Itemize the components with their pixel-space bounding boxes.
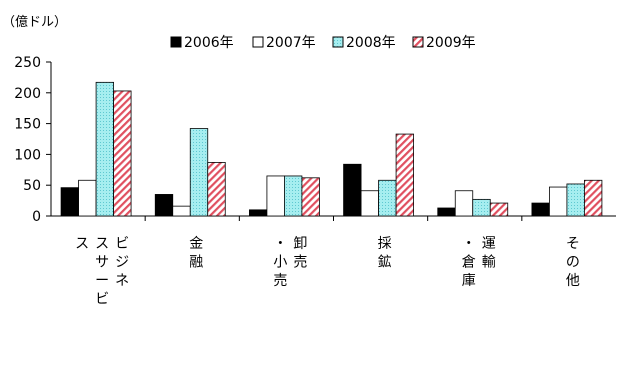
category-label-char: 小 xyxy=(273,255,287,271)
y-tick-label: 200 xyxy=(14,86,41,102)
category-label-char: 売 xyxy=(293,255,307,271)
legend-label-2009年: 2009年 xyxy=(426,35,476,51)
bar-2006年-2 xyxy=(154,194,174,217)
bar-2007年-5 xyxy=(454,190,474,217)
bar-2009年-3 xyxy=(301,177,320,217)
legend-swatch-2008年 xyxy=(332,36,344,48)
bar-2008年-6 xyxy=(566,183,585,217)
bar-2009年-4 xyxy=(395,133,414,217)
category-label-char: ネ xyxy=(115,273,129,289)
bar-2006年-4 xyxy=(343,163,362,217)
y-tick-label: 50 xyxy=(23,178,41,194)
unit-label: （億ドル） xyxy=(2,14,67,30)
bar-2009年-1 xyxy=(113,90,132,217)
category-label-char: 卸 xyxy=(293,236,307,252)
legend-label-2006年: 2006年 xyxy=(184,35,234,51)
category-label-char: 融 xyxy=(189,255,203,271)
legend-label-2008年: 2008年 xyxy=(346,35,396,51)
y-tick-label: 150 xyxy=(14,117,41,133)
category-label-char: ビ xyxy=(115,236,129,252)
category-label-char: ・ xyxy=(273,236,287,252)
legend-swatch-2007年 xyxy=(252,36,264,48)
bar-2008年-1 xyxy=(95,81,114,217)
category-label-char: ー xyxy=(95,273,109,289)
bar-2007年-6 xyxy=(549,186,568,217)
bars xyxy=(60,81,603,217)
bar-2009年-6 xyxy=(584,179,603,217)
category-label-char: 他 xyxy=(566,273,580,289)
bar-2007年-1 xyxy=(78,179,97,217)
category-label-char: ・ xyxy=(462,236,476,252)
y-tick-label: 250 xyxy=(14,55,41,71)
category-label-char: 金 xyxy=(189,236,203,252)
bar-2006年-6 xyxy=(531,202,550,217)
legend-swatch-2009年 xyxy=(412,36,424,48)
category-label-char: 採 xyxy=(378,236,392,252)
bar-2008年-3 xyxy=(284,175,303,217)
bar-2008年-4 xyxy=(378,179,397,217)
category-label-char: ス xyxy=(95,236,109,252)
category-label-char: 輸 xyxy=(482,255,496,271)
category-label-char: 売 xyxy=(273,273,287,289)
category-label-char: サ xyxy=(95,255,109,271)
legend-swatch-2006年 xyxy=(170,36,182,48)
bar-2008年-5 xyxy=(472,198,491,217)
y-tick-label: 0 xyxy=(32,209,41,225)
bar-2009年-2 xyxy=(207,162,226,217)
category-label-char: 運 xyxy=(482,236,496,252)
category-label-char: の xyxy=(566,255,580,271)
category-label-char: 倉 xyxy=(462,255,476,271)
bar-2007年-3 xyxy=(266,175,285,217)
bar-2006年-1 xyxy=(60,187,79,217)
legend-label-2007年: 2007年 xyxy=(266,35,316,51)
legend: 2006年 2007年 2008年 2009年 xyxy=(170,35,476,51)
bar-2006年-3 xyxy=(249,209,268,217)
bar-2007年-4 xyxy=(360,190,379,217)
category-label-char: ジ xyxy=(115,255,129,271)
bar-2006年-5 xyxy=(437,207,456,217)
bar-2007年-2 xyxy=(172,205,191,217)
axes: 0 50 100 150 200 250 xyxy=(14,55,616,225)
category-label-char: ビ xyxy=(95,292,109,308)
category-label-char: ス xyxy=(75,236,89,252)
category-label-char: そ xyxy=(566,236,580,252)
category-label-char: 鉱 xyxy=(378,254,392,271)
y-tick-label: 100 xyxy=(14,147,41,163)
bar-2008年-2 xyxy=(189,128,209,217)
category-label-char: 庫 xyxy=(462,272,476,289)
bar-2009年-5 xyxy=(489,202,509,217)
